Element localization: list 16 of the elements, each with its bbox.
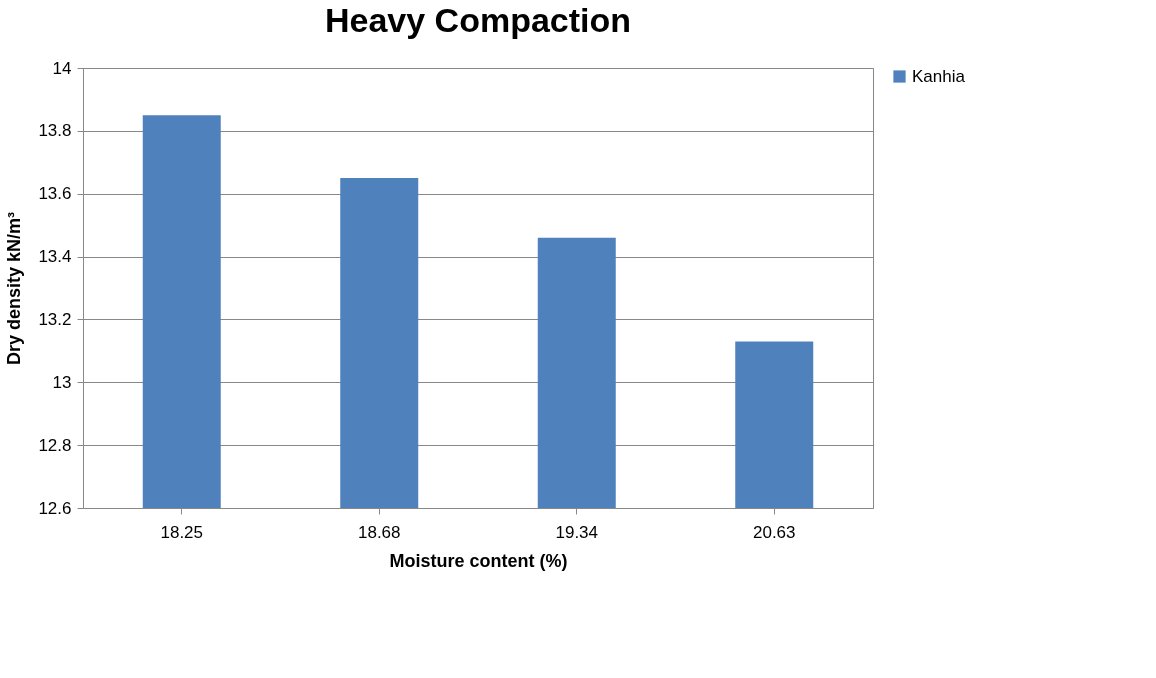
y-tick-label: 13.2 [38,309,72,329]
y-tick-label: 13 [52,372,72,392]
x-tick-label: 19.34 [555,522,599,542]
y-tick-label: 12.6 [38,498,72,518]
y-axis-title: Dry density kN/m³ [4,211,25,366]
y-tick-label: 13.6 [38,184,72,204]
legend-label: Kanhia [912,66,966,86]
x-tick-label: 20.63 [752,522,796,542]
x-axis-title: Moisture content (%) [389,550,568,571]
y-tick-label: 13.8 [38,121,72,141]
y-tick-label: 14 [52,58,72,78]
y-tick-label: 13.4 [38,247,72,267]
x-tick-label: 18.68 [357,522,401,542]
y-tick-label: 12.8 [38,435,72,455]
x-tick-label: 18.25 [160,522,204,542]
chart-title: Heavy Compaction [324,1,632,39]
